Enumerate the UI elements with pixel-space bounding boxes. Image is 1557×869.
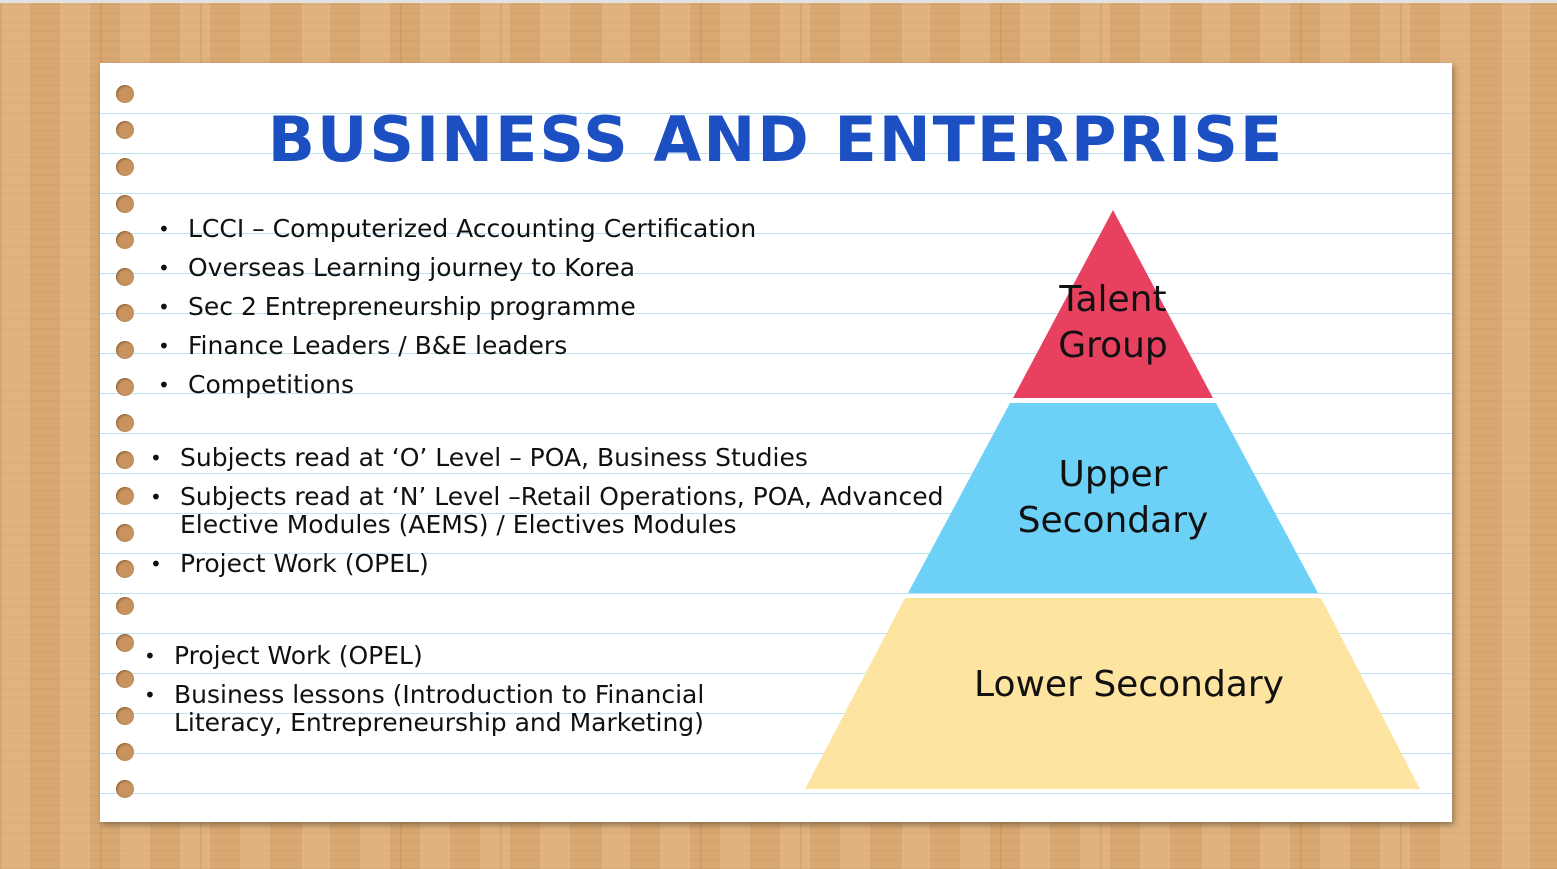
list-item: Subjects read at ‘O’ Level – POA, Busine… (150, 444, 950, 473)
list-item: Sec 2 Entrepreneurship programme (158, 293, 848, 322)
binder-hole (116, 670, 134, 688)
binder-hole (116, 743, 134, 761)
binder-hole (116, 524, 134, 542)
pyramid-label-upper-secondary: Upper Secondary (1017, 454, 1209, 541)
binder-hole (116, 85, 134, 103)
list-item: LCCI – Computerized Accounting Certifica… (158, 215, 848, 244)
binder-hole (116, 707, 134, 725)
notebook-paper: BUSINESS AND ENTERPRISE LCCI – Computeri… (100, 63, 1452, 822)
pyramid-tier-top (1013, 210, 1213, 398)
binder-hole (116, 304, 134, 322)
list-item: Subjects read at ‘N’ Level –Retail Opera… (150, 483, 950, 539)
list-item: Project Work (OPEL) (150, 550, 950, 579)
binder-hole (116, 268, 134, 286)
binder-hole (116, 158, 134, 176)
binder-hole (116, 121, 134, 139)
binder-hole (116, 341, 134, 359)
list-item: Business lessons (Introduction to Financ… (144, 681, 714, 737)
lower-secondary-list: Project Work (OPEL) Business lessons (In… (144, 642, 714, 737)
upper-secondary-list: Subjects read at ‘O’ Level – POA, Busine… (150, 444, 950, 579)
binder-hole (116, 451, 134, 469)
list-item: Overseas Learning journey to Korea (158, 254, 848, 283)
pyramid-tier-bottom (805, 598, 1420, 789)
pyramid-label-lower-secondary: Lower Secondary (974, 664, 1284, 705)
list-item: Finance Leaders / B&E leaders (158, 332, 848, 361)
pyramid-tier-middle (908, 403, 1318, 593)
list-item: Project Work (OPEL) (144, 642, 714, 671)
binder-hole (116, 780, 134, 798)
binder-hole (116, 597, 134, 615)
pyramid-label-talent-group: Talent Group (1058, 279, 1168, 366)
binder-hole (116, 231, 134, 249)
binder-hole (116, 378, 134, 396)
binder-hole (116, 560, 134, 578)
binder-hole (116, 487, 134, 505)
pyramid-diagram (805, 210, 1420, 789)
page-title: BUSINESS AND ENTERPRISE (267, 103, 1285, 176)
top-strip (0, 0, 1557, 3)
talent-group-list: LCCI – Computerized Accounting Certifica… (158, 215, 848, 400)
binder-hole (116, 195, 134, 213)
list-item: Competitions (158, 371, 848, 400)
binder-hole (116, 634, 134, 652)
binder-hole (116, 414, 134, 432)
